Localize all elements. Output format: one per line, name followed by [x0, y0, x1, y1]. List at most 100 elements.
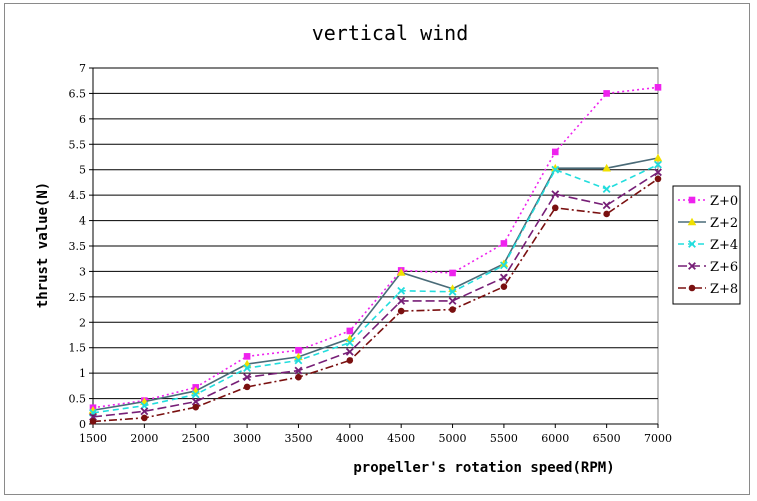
- y-tick-label: 1.5: [69, 342, 87, 355]
- data-point: [551, 148, 559, 156]
- y-tick-label: 2.5: [69, 291, 87, 304]
- legend-marker: [688, 196, 696, 204]
- data-point: [500, 240, 508, 247]
- data-point: [602, 201, 611, 210]
- legend-label: Z+0: [710, 194, 738, 209]
- data-point: [396, 268, 406, 276]
- data-point: [294, 366, 303, 375]
- legend-marker: [688, 240, 696, 248]
- series-line: [92, 86, 659, 409]
- data-point: [192, 403, 200, 411]
- y-tick-label: 3: [79, 265, 86, 278]
- data-point: [449, 269, 456, 277]
- series-line: [92, 157, 659, 412]
- data-point: [89, 418, 97, 425]
- series-line: [92, 178, 659, 423]
- x-tick-label: 4500: [387, 432, 415, 445]
- legend-box: [672, 185, 741, 305]
- data-point: [449, 306, 456, 313]
- y-tick-label: 0: [79, 418, 86, 431]
- data-point: [294, 356, 303, 365]
- y-axis-ticks: 0 0.5 1 1.5 2 2.5 3 3.5 4 4.5 5 5.5 6 6.5 7: [69, 62, 94, 431]
- x-tick-label: 3000: [233, 432, 261, 445]
- x-tick-label: 2500: [182, 432, 210, 445]
- data-point: [551, 204, 559, 212]
- x-tick-label: 6000: [541, 432, 569, 445]
- legend-marker: [688, 262, 696, 270]
- data-point: [243, 383, 251, 391]
- data-point: [654, 175, 662, 183]
- data-point: [397, 307, 405, 315]
- data-point: [500, 283, 508, 290]
- x-axis-label: propeller's rotation speed(RPM): [353, 460, 614, 476]
- data-point: [603, 90, 610, 97]
- y-tick-label: 6.5: [69, 87, 87, 100]
- data-point: [602, 185, 611, 193]
- series-z-plus-8: [89, 175, 662, 425]
- data-point: [499, 259, 509, 268]
- data-point: [654, 168, 662, 177]
- legend-item: Z+4: [678, 238, 738, 253]
- x-tick-label: 5500: [490, 432, 518, 445]
- data-point: [550, 163, 560, 172]
- data-point: [243, 353, 251, 360]
- data-point: [191, 397, 200, 406]
- x-tick-label: 4000: [336, 432, 364, 445]
- legend: Z+0 Z+2 Z+4 Z+6 Z+8: [672, 185, 741, 305]
- legend-label: Z+4: [710, 238, 738, 253]
- data-point: [243, 373, 252, 382]
- x-tick-label: 2000: [130, 432, 158, 445]
- data-point: [345, 347, 354, 356]
- data-point: [654, 84, 662, 91]
- x-tick-label: 6500: [593, 432, 621, 445]
- data-point: [243, 364, 252, 372]
- data-point: [653, 153, 663, 162]
- x-tick-label: 3500: [284, 432, 312, 445]
- x-tick-label: 7000: [644, 432, 672, 445]
- x-tick-label: 5000: [439, 432, 467, 445]
- legend-item: Z+0: [678, 194, 738, 209]
- legend-marker: [688, 284, 696, 292]
- series-line: [92, 163, 659, 414]
- y-tick-label: 1: [79, 367, 86, 380]
- chart-title: vertical wind: [312, 21, 469, 45]
- legend-item: Z+2: [678, 216, 738, 231]
- series-z-plus-6: [89, 168, 662, 421]
- data-point: [397, 296, 406, 305]
- y-tick-label: 4.5: [69, 189, 87, 202]
- gridlines: [93, 67, 658, 400]
- data-point: [603, 210, 610, 218]
- y-tick-label: 2: [79, 316, 86, 329]
- data-point: [141, 414, 148, 422]
- y-tick-label: 6: [79, 113, 86, 126]
- data-point: [499, 273, 508, 282]
- data-point: [140, 407, 149, 416]
- data-point: [295, 346, 302, 354]
- x-axis-ticks: 1500 2000 2500 3000 3500 4000 4500 5000 5500 6000…: [79, 423, 672, 445]
- y-tick-label: 3.5: [69, 240, 87, 253]
- legend-item: Z+8: [678, 282, 738, 297]
- data-point: [345, 338, 354, 347]
- data-point: [551, 190, 560, 199]
- legend-marker: [687, 217, 697, 226]
- y-tick-label: 5: [79, 164, 86, 177]
- y-tick-label: 4: [79, 215, 86, 228]
- data-point: [551, 165, 560, 174]
- data-point: [448, 287, 457, 296]
- data-point: [448, 296, 457, 305]
- data-point: [346, 327, 354, 335]
- y-tick-label: 0.5: [69, 393, 87, 406]
- y-tick-label: 5.5: [69, 138, 87, 151]
- data-point: [602, 163, 611, 172]
- data-point: [346, 357, 354, 364]
- series-line: [92, 171, 659, 418]
- legend-label: Z+8: [710, 282, 738, 297]
- legend-label: Z+6: [710, 260, 738, 275]
- data-point: [397, 286, 406, 295]
- x-tick-label: 1500: [79, 432, 107, 445]
- series-z-plus-4: [89, 160, 662, 417]
- data-point: [191, 390, 200, 399]
- legend-item: Z+6: [678, 260, 738, 275]
- series-group: [88, 84, 663, 425]
